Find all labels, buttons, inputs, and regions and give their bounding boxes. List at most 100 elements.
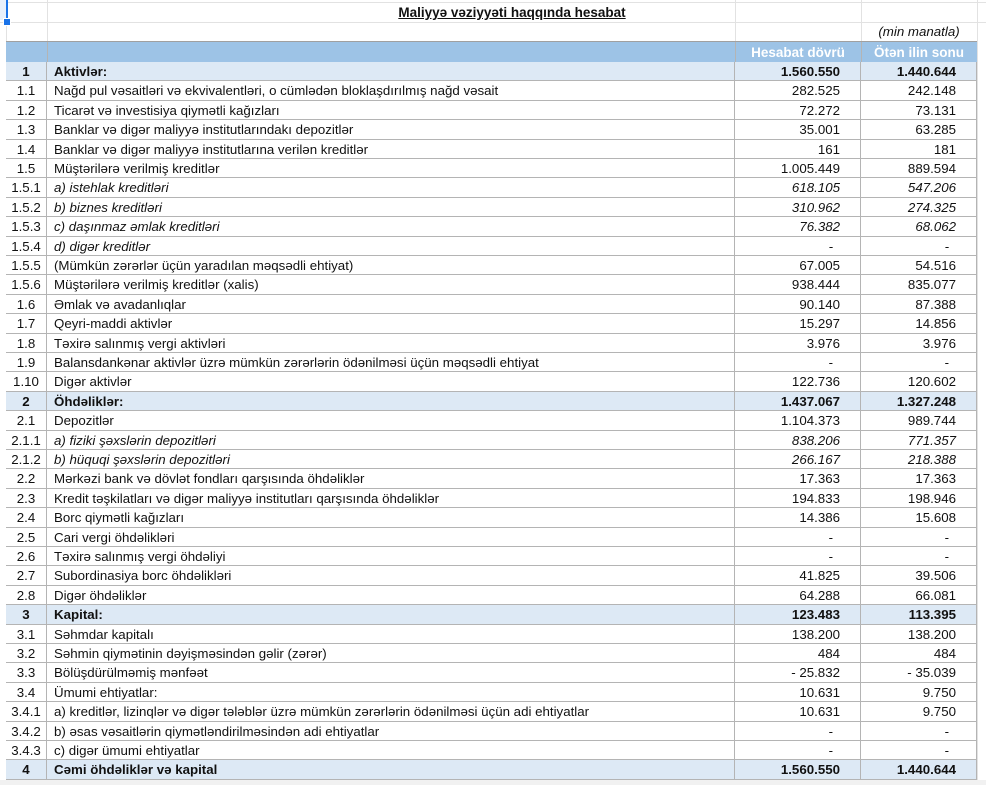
row-number[interactable]: 3 xyxy=(6,605,47,625)
row-number[interactable]: 3.4.1 xyxy=(6,702,47,722)
row-number[interactable]: 3.4 xyxy=(6,682,47,702)
previous-year-value[interactable]: 54.516 xyxy=(861,256,977,275)
previous-year-value[interactable]: 9.750 xyxy=(861,702,977,722)
previous-year-value[interactable]: 547.206 xyxy=(861,178,977,198)
row-number[interactable]: 2.6 xyxy=(6,547,47,566)
selected-cell[interactable] xyxy=(0,0,8,20)
row-label[interactable]: Müştərilərə verilmiş kreditlər xyxy=(47,159,735,178)
row-number[interactable]: 2.2 xyxy=(6,469,47,489)
previous-year-value[interactable]: 889.594 xyxy=(861,159,977,178)
previous-year-value[interactable]: - xyxy=(861,547,977,566)
row-label[interactable]: b) biznes kreditləri xyxy=(47,197,735,217)
row-label[interactable]: Banklar və digər maliyyə institutlarında… xyxy=(47,120,735,140)
current-period-value[interactable]: 10.631 xyxy=(735,702,861,722)
previous-year-value[interactable]: 835.077 xyxy=(861,275,977,295)
current-period-value[interactable]: 17.363 xyxy=(735,469,861,489)
current-period-value[interactable]: 1.005.449 xyxy=(735,159,861,178)
current-period-value[interactable]: - xyxy=(735,547,861,566)
row-label[interactable]: Ticarət və investisiya qiymətli kağızlar… xyxy=(47,100,735,120)
current-period-value[interactable]: 76.382 xyxy=(735,217,861,237)
row-number[interactable]: 2.7 xyxy=(6,566,47,586)
row-number[interactable]: 2.8 xyxy=(6,585,47,605)
current-period-value[interactable]: 938.444 xyxy=(735,275,861,295)
current-period-value[interactable]: 41.825 xyxy=(735,566,861,586)
previous-year-value[interactable]: 63.285 xyxy=(861,120,977,140)
previous-year-value[interactable]: 39.506 xyxy=(861,566,977,586)
current-period-value[interactable]: 310.962 xyxy=(735,197,861,217)
current-period-value[interactable]: 10.631 xyxy=(735,682,861,702)
row-number[interactable]: 4 xyxy=(6,760,47,780)
row-number[interactable]: 1.1 xyxy=(6,81,47,101)
current-period-value[interactable]: - xyxy=(735,741,861,760)
previous-year-value[interactable]: 3.976 xyxy=(861,333,977,353)
previous-year-value[interactable]: 15.608 xyxy=(861,508,977,528)
row-label[interactable]: b) əsas vəsaitlərin qiymətləndirilməsind… xyxy=(47,721,735,741)
current-period-value[interactable]: 838.206 xyxy=(735,430,861,450)
row-number[interactable]: 2.1.2 xyxy=(6,450,47,469)
current-period-value[interactable]: - xyxy=(735,721,861,741)
current-period-value[interactable]: 72.272 xyxy=(735,100,861,120)
row-label[interactable]: b) hüquqi şəxslərin depozitləri xyxy=(47,450,735,469)
row-label[interactable]: a) istehlak kreditləri xyxy=(47,178,735,198)
row-number[interactable]: 3.4.2 xyxy=(6,721,47,741)
previous-year-value[interactable]: 68.062 xyxy=(861,217,977,237)
row-number[interactable]: 3.3 xyxy=(6,663,47,683)
previous-year-value[interactable]: 1.327.248 xyxy=(861,391,977,411)
current-period-value[interactable]: 138.200 xyxy=(735,624,861,644)
current-period-value[interactable]: 3.976 xyxy=(735,333,861,353)
row-number[interactable]: 3.2 xyxy=(6,644,47,663)
previous-year-value[interactable]: 14.856 xyxy=(861,314,977,334)
row-label[interactable]: c) daşınmaz əmlak kreditləri xyxy=(47,217,735,237)
row-number[interactable]: 1.5 xyxy=(6,159,47,178)
previous-year-value[interactable]: 1.440.644 xyxy=(861,760,977,780)
row-label[interactable]: Borc qiymətli kağızları xyxy=(47,508,735,528)
current-period-value[interactable]: - xyxy=(735,236,861,256)
current-period-value[interactable]: 35.001 xyxy=(735,120,861,140)
previous-year-value[interactable]: 17.363 xyxy=(861,469,977,489)
current-period-value[interactable]: 161 xyxy=(735,139,861,159)
row-number[interactable]: 1.8 xyxy=(6,333,47,353)
row-label[interactable]: Aktivlər: xyxy=(47,62,735,81)
previous-year-value[interactable]: 771.357 xyxy=(861,430,977,450)
row-number[interactable]: 2 xyxy=(6,391,47,411)
previous-year-value[interactable]: 9.750 xyxy=(861,682,977,702)
current-period-value[interactable]: 64.288 xyxy=(735,585,861,605)
current-period-value[interactable]: 484 xyxy=(735,644,861,663)
row-number[interactable]: 1.6 xyxy=(6,294,47,314)
row-number[interactable]: 1.7 xyxy=(6,314,47,334)
previous-year-value[interactable]: 989.744 xyxy=(861,411,977,431)
current-period-value[interactable]: 67.005 xyxy=(735,256,861,275)
row-number[interactable]: 2.1 xyxy=(6,411,47,431)
row-number[interactable]: 1.3 xyxy=(6,120,47,140)
row-label[interactable]: a) fiziki şəxslərin depozitləri xyxy=(47,430,735,450)
row-label[interactable]: c) digər ümumi ehtiyatlar xyxy=(47,741,735,760)
row-number[interactable]: 1.5.3 xyxy=(6,217,47,237)
row-label[interactable]: Kapital: xyxy=(47,605,735,625)
current-period-value[interactable]: 266.167 xyxy=(735,450,861,469)
previous-year-value[interactable]: 73.131 xyxy=(861,100,977,120)
row-label[interactable]: Digər aktivlər xyxy=(47,372,735,392)
row-label[interactable]: Cari vergi öhdəlikləri xyxy=(47,527,735,547)
row-number[interactable]: 1.9 xyxy=(6,353,47,372)
row-number[interactable]: 1.5.6 xyxy=(6,275,47,295)
row-label[interactable]: (Mümkün zərərlər üçün yaradılan məqsədli… xyxy=(47,256,735,275)
previous-year-value[interactable]: - xyxy=(861,353,977,372)
current-period-value[interactable]: 14.386 xyxy=(735,508,861,528)
row-label[interactable]: Cəmi öhdəliklər və kapital xyxy=(47,760,735,780)
current-period-value[interactable]: 15.297 xyxy=(735,314,861,334)
row-label[interactable]: Öhdəliklər: xyxy=(47,391,735,411)
current-period-value[interactable]: 1.104.373 xyxy=(735,411,861,431)
row-label[interactable]: a) kreditlər, lizinqlər və digər tələblə… xyxy=(47,702,735,722)
row-label[interactable]: Subordinasiya borc öhdəlikləri xyxy=(47,566,735,586)
row-number[interactable]: 3.1 xyxy=(6,624,47,644)
row-label[interactable]: Təxirə salınmış vergi aktivləri xyxy=(47,333,735,353)
current-period-value[interactable]: - xyxy=(735,527,861,547)
previous-year-value[interactable]: 484 xyxy=(861,644,977,663)
row-number[interactable]: 1.2 xyxy=(6,100,47,120)
current-period-value[interactable]: 1.560.550 xyxy=(735,760,861,780)
current-period-value[interactable]: - 25.832 xyxy=(735,663,861,683)
current-period-value[interactable]: 1.560.550 xyxy=(735,62,861,81)
row-number[interactable]: 1.4 xyxy=(6,139,47,159)
row-label[interactable]: Kredit təşkilatları və digər maliyyə ins… xyxy=(47,488,735,508)
current-period-value[interactable]: - xyxy=(735,353,861,372)
